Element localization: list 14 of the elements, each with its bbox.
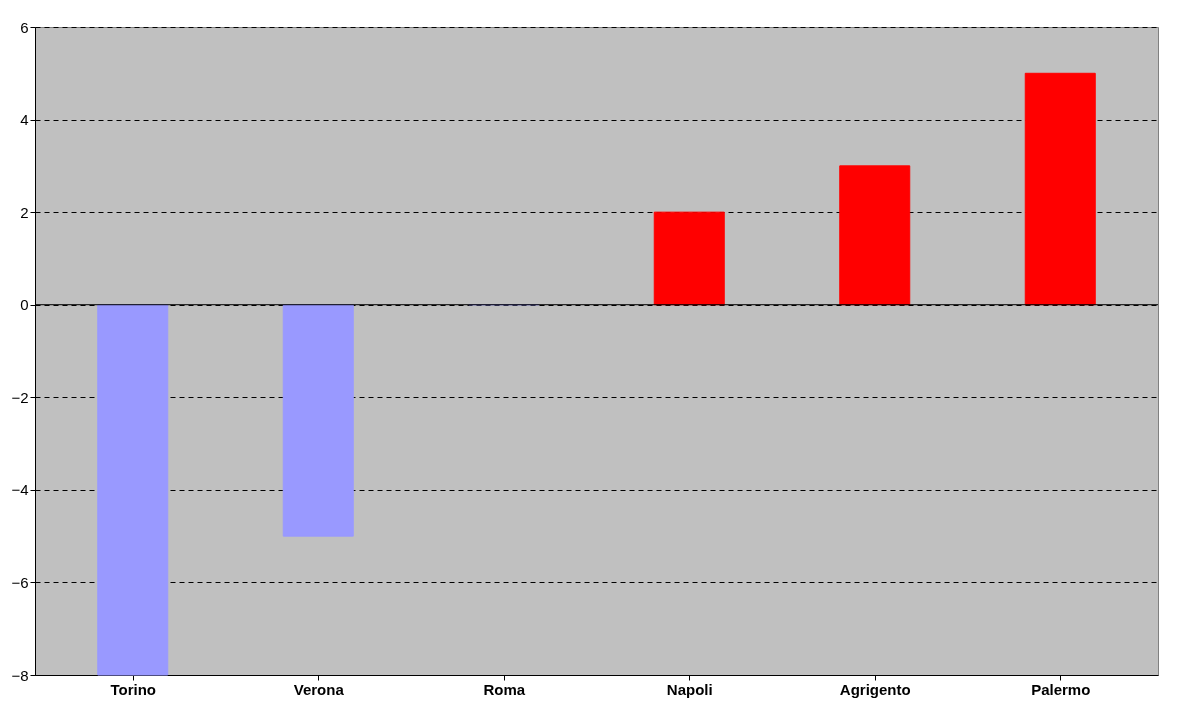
y-tick-label: −2 <box>11 388 29 406</box>
y-tick-label: 6 <box>20 18 29 36</box>
y-tick-label: −8 <box>11 666 29 684</box>
x-tick-label: Napoli <box>666 680 713 698</box>
y-tick-label: 2 <box>20 203 29 221</box>
x-tick-label: Agrigento <box>839 680 911 698</box>
x-tick-label: Roma <box>483 680 526 698</box>
x-tick-label: Palermo <box>1031 680 1091 698</box>
y-tick-label: 0 <box>20 296 29 314</box>
x-tick-label: Torino <box>110 680 157 698</box>
y-tick-label: −6 <box>11 573 29 591</box>
y-tick-label: 4 <box>20 111 29 129</box>
y-tick-label: −4 <box>11 481 29 499</box>
x-tick-label: Verona <box>293 680 345 698</box>
